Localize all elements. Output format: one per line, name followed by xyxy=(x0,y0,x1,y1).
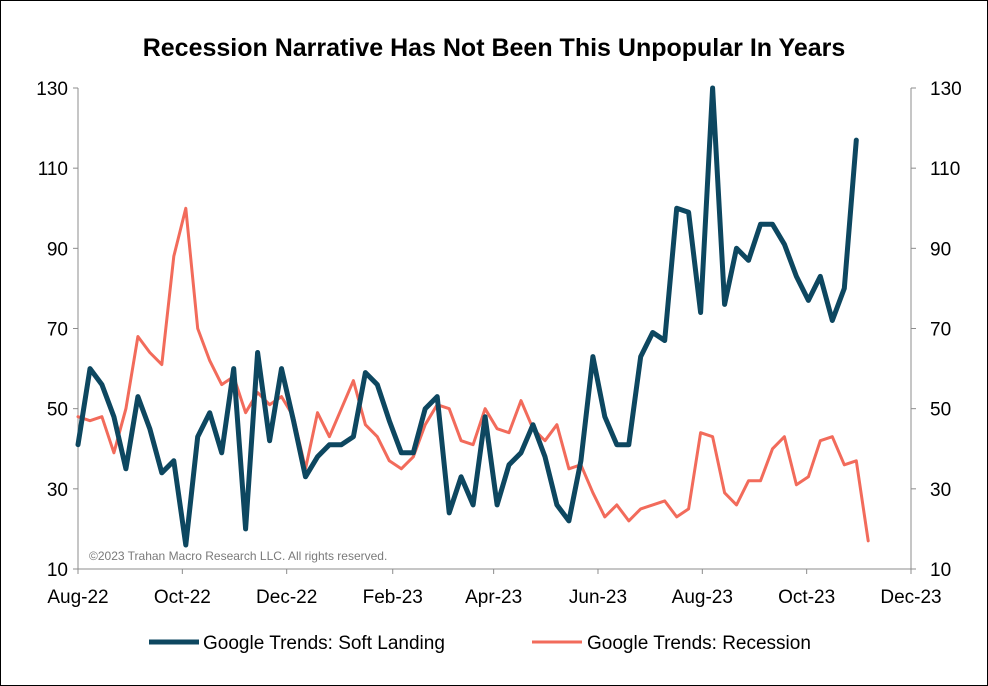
y-tick-label-left: 130 xyxy=(36,79,68,100)
x-tick-label: Dec-23 xyxy=(880,587,941,608)
x-tick-label: Apr-23 xyxy=(465,587,522,608)
y-tick-label-right: 110 xyxy=(930,159,960,180)
series-lines xyxy=(75,85,870,548)
y-tick-label-right: 10 xyxy=(930,560,951,581)
x-tick-label: Jun-23 xyxy=(569,587,627,608)
y-tick-label-left: 70 xyxy=(47,320,68,341)
x-tick-label: Aug-22 xyxy=(47,587,108,608)
y-tick-label-right: 90 xyxy=(930,239,951,260)
legend-label-recession: Google Trends: Recession xyxy=(587,633,811,654)
y-tick-label-left: 50 xyxy=(47,400,68,421)
series-line-soft-landing xyxy=(75,85,859,548)
x-tick-label: Oct-23 xyxy=(778,587,835,608)
legend-label-soft-landing: Google Trends: Soft Landing xyxy=(203,633,445,654)
series-line-recession xyxy=(76,206,870,543)
x-tick-label: Aug-23 xyxy=(672,587,733,608)
y-axis-right-ticks: 10 30 50 70 90 110 130 xyxy=(911,79,962,581)
x-axis-ticks: Aug-22 Oct-22 Dec-22 Feb-23 Apr-23 Jun-23 Aug-… xyxy=(47,569,942,608)
y-tick-label-left: 90 xyxy=(47,239,68,260)
y-tick-label-right: 70 xyxy=(930,320,951,341)
y-tick-label-right: 30 xyxy=(930,480,951,501)
y-tick-label-left: 110 xyxy=(38,159,68,180)
y-tick-label-right: 130 xyxy=(930,79,962,100)
legend: Google Trends: Soft Landing Google Trend… xyxy=(149,633,811,654)
y-tick-label-left: 30 xyxy=(47,480,68,501)
x-tick-label: Feb-23 xyxy=(363,587,423,608)
x-tick-label: Dec-22 xyxy=(256,587,317,608)
y-tick-label-right: 50 xyxy=(930,400,951,421)
copyright-annotation: ©2023 Trahan Macro Research LLC. All rig… xyxy=(89,549,387,563)
y-axis-left-ticks: 10 30 50 70 90 110 130 xyxy=(36,79,78,581)
chart-title: Recession Narrative Has Not Been This Un… xyxy=(142,34,846,62)
y-tick-label-left: 10 xyxy=(47,560,68,581)
x-tick-label: Oct-22 xyxy=(154,587,211,608)
